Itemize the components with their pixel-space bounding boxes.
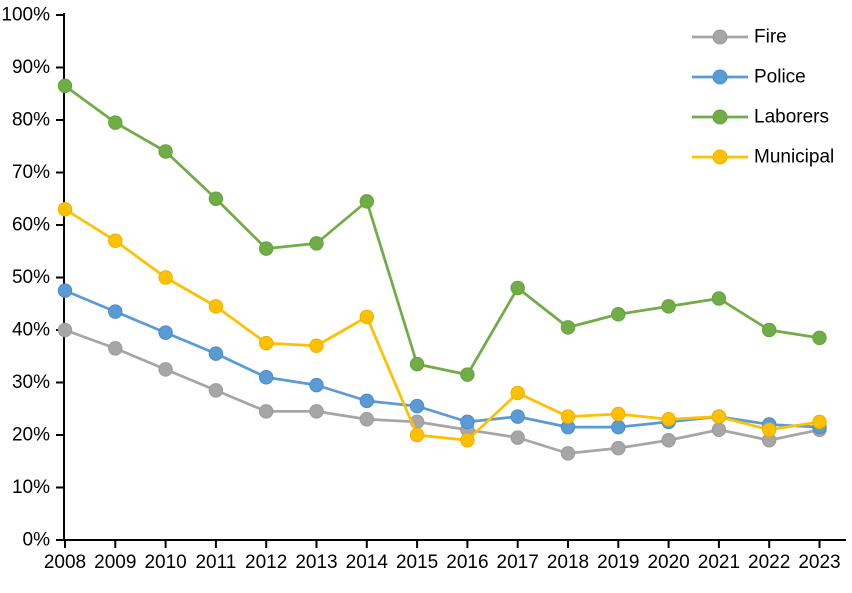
data-point-laborers-2020 xyxy=(661,299,676,314)
y-axis-tick-label: 10% xyxy=(12,477,50,498)
legend-swatch-marker-laborers xyxy=(712,109,728,125)
x-axis-tick-label: 2019 xyxy=(597,552,639,573)
y-axis-tick-label: 90% xyxy=(12,57,50,78)
data-point-municipal-2015 xyxy=(409,427,425,443)
data-point-laborers-2011 xyxy=(208,191,224,206)
data-point-laborers-2012 xyxy=(259,241,274,256)
data-point-police-2011 xyxy=(208,346,224,361)
data-point-police-2015 xyxy=(409,398,425,414)
data-point-laborers-2008 xyxy=(57,78,73,94)
x-axis-tick-label: 2013 xyxy=(295,552,337,573)
data-point-fire-2020 xyxy=(661,433,676,448)
data-point-police-2019 xyxy=(611,419,626,435)
legend-swatch-marker-police xyxy=(712,69,728,85)
data-point-laborers-2016 xyxy=(460,367,475,382)
y-axis-tick-label: 60% xyxy=(12,215,50,236)
data-point-municipal-2014 xyxy=(359,309,374,325)
data-point-fire-2008 xyxy=(57,322,73,338)
data-point-police-2012 xyxy=(259,370,274,385)
data-point-fire-2013 xyxy=(309,404,324,419)
data-point-police-2017 xyxy=(510,409,525,424)
x-axis-tick-label: 2018 xyxy=(547,552,589,573)
y-axis-tick-label: 100% xyxy=(1,5,50,26)
data-point-municipal-2020 xyxy=(661,412,676,427)
y-axis-tick-label: 50% xyxy=(12,267,50,288)
x-axis-tick-label: 2023 xyxy=(798,552,840,573)
data-point-police-2009 xyxy=(108,304,123,319)
data-point-municipal-2021 xyxy=(711,409,727,424)
y-axis-tick-label: 70% xyxy=(12,162,50,183)
data-point-municipal-2017 xyxy=(510,385,525,401)
legend-swatch-marker-municipal xyxy=(712,149,728,165)
data-point-laborers-2018 xyxy=(560,320,576,335)
x-axis-tick-label: 2020 xyxy=(647,552,689,573)
data-point-laborers-2022 xyxy=(762,322,777,338)
data-point-fire-2009 xyxy=(108,341,123,356)
series-line-municipal xyxy=(63,207,821,442)
data-point-municipal-2022 xyxy=(762,422,777,437)
legend-swatch-marker-fire xyxy=(712,29,728,45)
x-axis-tick-label: 2014 xyxy=(346,552,389,573)
data-point-municipal-2011 xyxy=(208,299,224,314)
data-point-police-2008 xyxy=(57,283,73,298)
x-axis-tick-label: 2008 xyxy=(44,552,86,573)
x-axis-tick-label: 2012 xyxy=(245,552,287,573)
data-point-municipal-2008 xyxy=(57,202,73,217)
data-point-municipal-2018 xyxy=(560,409,576,424)
legend-label-laborers: Laborers xyxy=(754,107,829,128)
x-axis-tick-label: 2009 xyxy=(94,552,136,573)
series-line-laborers xyxy=(63,84,821,376)
data-point-fire-2014 xyxy=(359,412,374,427)
data-point-police-2013 xyxy=(309,377,324,393)
data-point-laborers-2013 xyxy=(309,236,324,251)
x-axis-tick-label: 2015 xyxy=(396,552,438,573)
data-point-fire-2018 xyxy=(560,446,576,461)
data-point-laborers-2021 xyxy=(711,291,727,306)
data-point-police-2016 xyxy=(460,414,475,430)
series-line-police xyxy=(63,289,821,429)
legend-label-fire: Fire xyxy=(754,27,787,48)
x-axis-tick-label: 2017 xyxy=(497,552,539,573)
data-point-laborers-2010 xyxy=(158,144,173,159)
data-point-municipal-2016 xyxy=(460,433,475,448)
y-axis-tick-label: 0% xyxy=(23,530,51,551)
data-point-laborers-2017 xyxy=(510,280,525,296)
data-point-laborers-2014 xyxy=(359,194,374,209)
x-axis-tick-label: 2021 xyxy=(698,552,740,573)
data-point-laborers-2009 xyxy=(108,115,123,130)
data-point-laborers-2023 xyxy=(812,330,827,346)
data-point-fire-2010 xyxy=(158,362,173,377)
x-axis-tick-label: 2011 xyxy=(195,552,236,573)
data-point-laborers-2015 xyxy=(409,356,425,372)
data-point-fire-2021 xyxy=(711,422,727,437)
legend-label-police: Police xyxy=(754,67,806,88)
data-point-municipal-2009 xyxy=(108,233,123,248)
data-point-fire-2019 xyxy=(611,440,626,456)
y-axis-tick-label: 20% xyxy=(12,425,50,446)
y-axis-tick-label: 30% xyxy=(12,372,50,393)
series-line-fire xyxy=(63,328,821,455)
data-point-fire-2012 xyxy=(259,404,274,419)
data-point-police-2014 xyxy=(359,393,374,409)
x-axis-tick-label: 2022 xyxy=(748,552,790,573)
data-point-municipal-2012 xyxy=(259,335,274,351)
data-point-fire-2011 xyxy=(208,383,224,398)
data-point-municipal-2010 xyxy=(158,270,173,285)
data-point-laborers-2019 xyxy=(611,307,626,322)
data-point-fire-2017 xyxy=(510,430,525,445)
data-point-municipal-2013 xyxy=(309,338,324,353)
data-point-municipal-2023 xyxy=(812,414,827,430)
data-point-municipal-2019 xyxy=(611,406,626,422)
x-axis-tick-label: 2016 xyxy=(446,552,488,573)
data-point-police-2010 xyxy=(158,325,173,340)
y-axis-tick-label: 40% xyxy=(12,320,50,341)
legend-label-municipal: Municipal xyxy=(754,147,834,168)
x-axis-tick-label: 2010 xyxy=(144,552,186,573)
y-axis-tick-label: 80% xyxy=(12,110,50,131)
